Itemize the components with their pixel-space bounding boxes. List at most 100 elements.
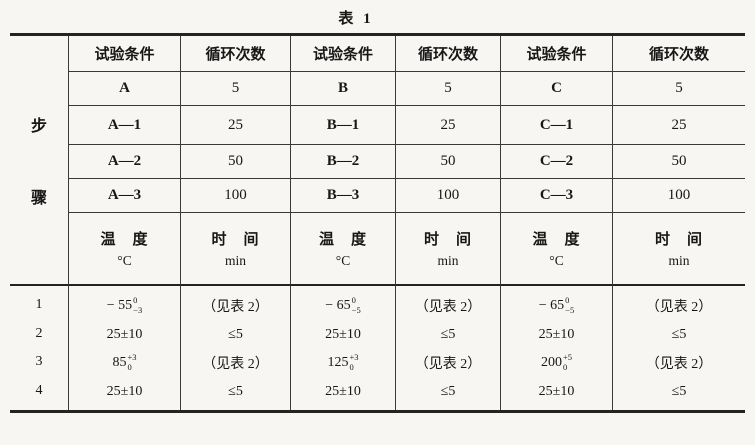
condition-cell: A—2 [68, 145, 180, 179]
header-cell-test-condition: 试验条件 [290, 36, 395, 72]
tolerance-sup: +3 [349, 352, 359, 363]
step-number: 3 [35, 354, 43, 370]
condition-cell: B [290, 72, 395, 106]
temperature-value: 25±10 [325, 326, 361, 342]
tolerance-sup: 0 [565, 295, 570, 306]
time-value: （见表 2） [414, 300, 482, 316]
tolerance-sub: −3 [133, 305, 143, 316]
temperature-value: 25±10 [325, 383, 361, 399]
unit-label: 温 度 [318, 232, 367, 248]
header-cell-cycle-count: 循环次数 [180, 36, 290, 72]
cycles-cell: 100 [395, 179, 500, 213]
unit-label: 时 间 [654, 232, 703, 248]
unit-label: 时 间 [211, 232, 260, 248]
cycles-cell: 25 [612, 106, 745, 145]
unit-label: 时 间 [423, 232, 472, 248]
cycles-cell: 100 [612, 179, 745, 213]
condition-cell: C—1 [500, 106, 612, 145]
tolerance-base: 125 [327, 355, 349, 371]
cycles-cell: 5 [395, 72, 500, 106]
unit-label: 温 度 [100, 232, 149, 248]
tolerance-stack: +3 0 [127, 353, 136, 373]
temperature-value: 25±10 [538, 383, 575, 399]
temperature-value: − 65 0 −5 [325, 296, 360, 316]
temperature-value: 85 +3 0 [112, 353, 136, 373]
condition-cell: C—2 [500, 145, 612, 179]
time-value: （见表 2） [645, 300, 713, 316]
unit-symbol: °C [549, 253, 564, 268]
tolerance-sup: 0 [133, 295, 138, 306]
step-char-bu: 步 [30, 118, 47, 135]
unit-header-temperature: 温 度 °C [68, 213, 180, 286]
header-cell-test-condition: 试验条件 [500, 36, 612, 72]
tolerance-stack: +3 0 [349, 353, 358, 373]
unit-header-time: 时 间 min [395, 213, 500, 286]
tolerance-base: − 65 [538, 298, 565, 314]
unit-header-temperature: 温 度 °C [290, 213, 395, 286]
tolerance-base: 200 [540, 355, 562, 371]
value-column-temp-a: − 55 0 −3 25±10 85 +3 0 25±10 [68, 286, 180, 410]
unit-symbol: min [437, 253, 459, 268]
condition-cell: C [500, 72, 612, 106]
temperature-value: 125 +3 0 [327, 353, 358, 373]
tolerance-sup: 0 [351, 295, 356, 306]
unit-symbol: °C [335, 253, 351, 268]
time-value: ≤5 [440, 326, 456, 342]
temperature-value: 25±10 [106, 383, 143, 399]
step-number-column: 1 2 3 4 [10, 286, 68, 410]
temperature-value: − 65 0 −5 [539, 296, 574, 316]
cycles-cell: 5 [612, 72, 745, 106]
temperature-value: 200 +5 0 [541, 353, 572, 373]
step-number: 1 [35, 297, 43, 313]
condition-cell: A—3 [68, 179, 180, 213]
condition-cell: B—3 [290, 179, 395, 213]
tolerance-sub: 0 [127, 362, 132, 373]
condition-cell: A—1 [68, 106, 180, 145]
condition-cell: C—3 [500, 179, 612, 213]
tolerance-base: − 55 [106, 298, 133, 314]
table-1: 步 骤 试验条件 循环次数 试验条件 循环次数 试验条件 循环次数 A 5 B … [10, 33, 745, 413]
header-cell-cycle-count: 循环次数 [612, 36, 745, 72]
tolerance-stack: +5 0 [563, 353, 572, 373]
unit-header-time: 时 间 min [180, 213, 290, 286]
tolerance-sub: 0 [562, 362, 568, 373]
cycles-cell: 25 [395, 106, 500, 145]
time-value: （见表 2） [414, 357, 482, 373]
tolerance-stack: 0 −5 [352, 296, 361, 316]
unit-label: 温 度 [532, 232, 581, 248]
tolerance-base: 85 [112, 355, 127, 371]
step-number: 2 [35, 325, 43, 341]
tolerance-stack: 0 −3 [133, 296, 142, 316]
tolerance-sub: 0 [349, 362, 354, 373]
unit-symbol: °C [117, 253, 132, 268]
cycles-cell: 50 [395, 145, 500, 179]
condition-cell: A [68, 72, 180, 106]
cycles-cell: 50 [180, 145, 290, 179]
unit-symbol: min [668, 253, 690, 268]
temperature-value: 25±10 [538, 326, 575, 342]
step-stub-label: 步 骤 [10, 36, 68, 286]
value-column-temp-b: − 65 0 −5 25±10 125 +3 0 25±10 [290, 286, 395, 410]
time-value: ≤5 [671, 383, 687, 399]
tolerance-sup: +5 [562, 352, 573, 363]
tolerance-base: − 65 [325, 298, 351, 314]
temperature-value: 25±10 [106, 326, 143, 342]
header-cell-test-condition: 试验条件 [68, 36, 180, 72]
tolerance-sup: +3 [127, 352, 137, 363]
header-cell-cycle-count: 循环次数 [395, 36, 500, 72]
time-value: ≤5 [228, 326, 243, 342]
value-column-time-c: （见表 2） ≤5 （见表 2） ≤5 [612, 286, 745, 410]
unit-header-time: 时 间 min [612, 213, 745, 286]
time-value: （见表 2） [202, 357, 269, 373]
time-value: ≤5 [440, 383, 456, 399]
cycles-cell: 5 [180, 72, 290, 106]
tolerance-stack: 0 −5 [565, 296, 574, 316]
value-column-time-b: （见表 2） ≤5 （见表 2） ≤5 [395, 286, 500, 410]
tolerance-sub: −5 [565, 305, 575, 316]
tolerance-sub: −5 [351, 305, 361, 316]
time-value: （见表 2） [645, 357, 713, 373]
time-value: ≤5 [228, 383, 243, 399]
cycles-cell: 100 [180, 179, 290, 213]
temperature-value: − 55 0 −3 [107, 296, 142, 316]
